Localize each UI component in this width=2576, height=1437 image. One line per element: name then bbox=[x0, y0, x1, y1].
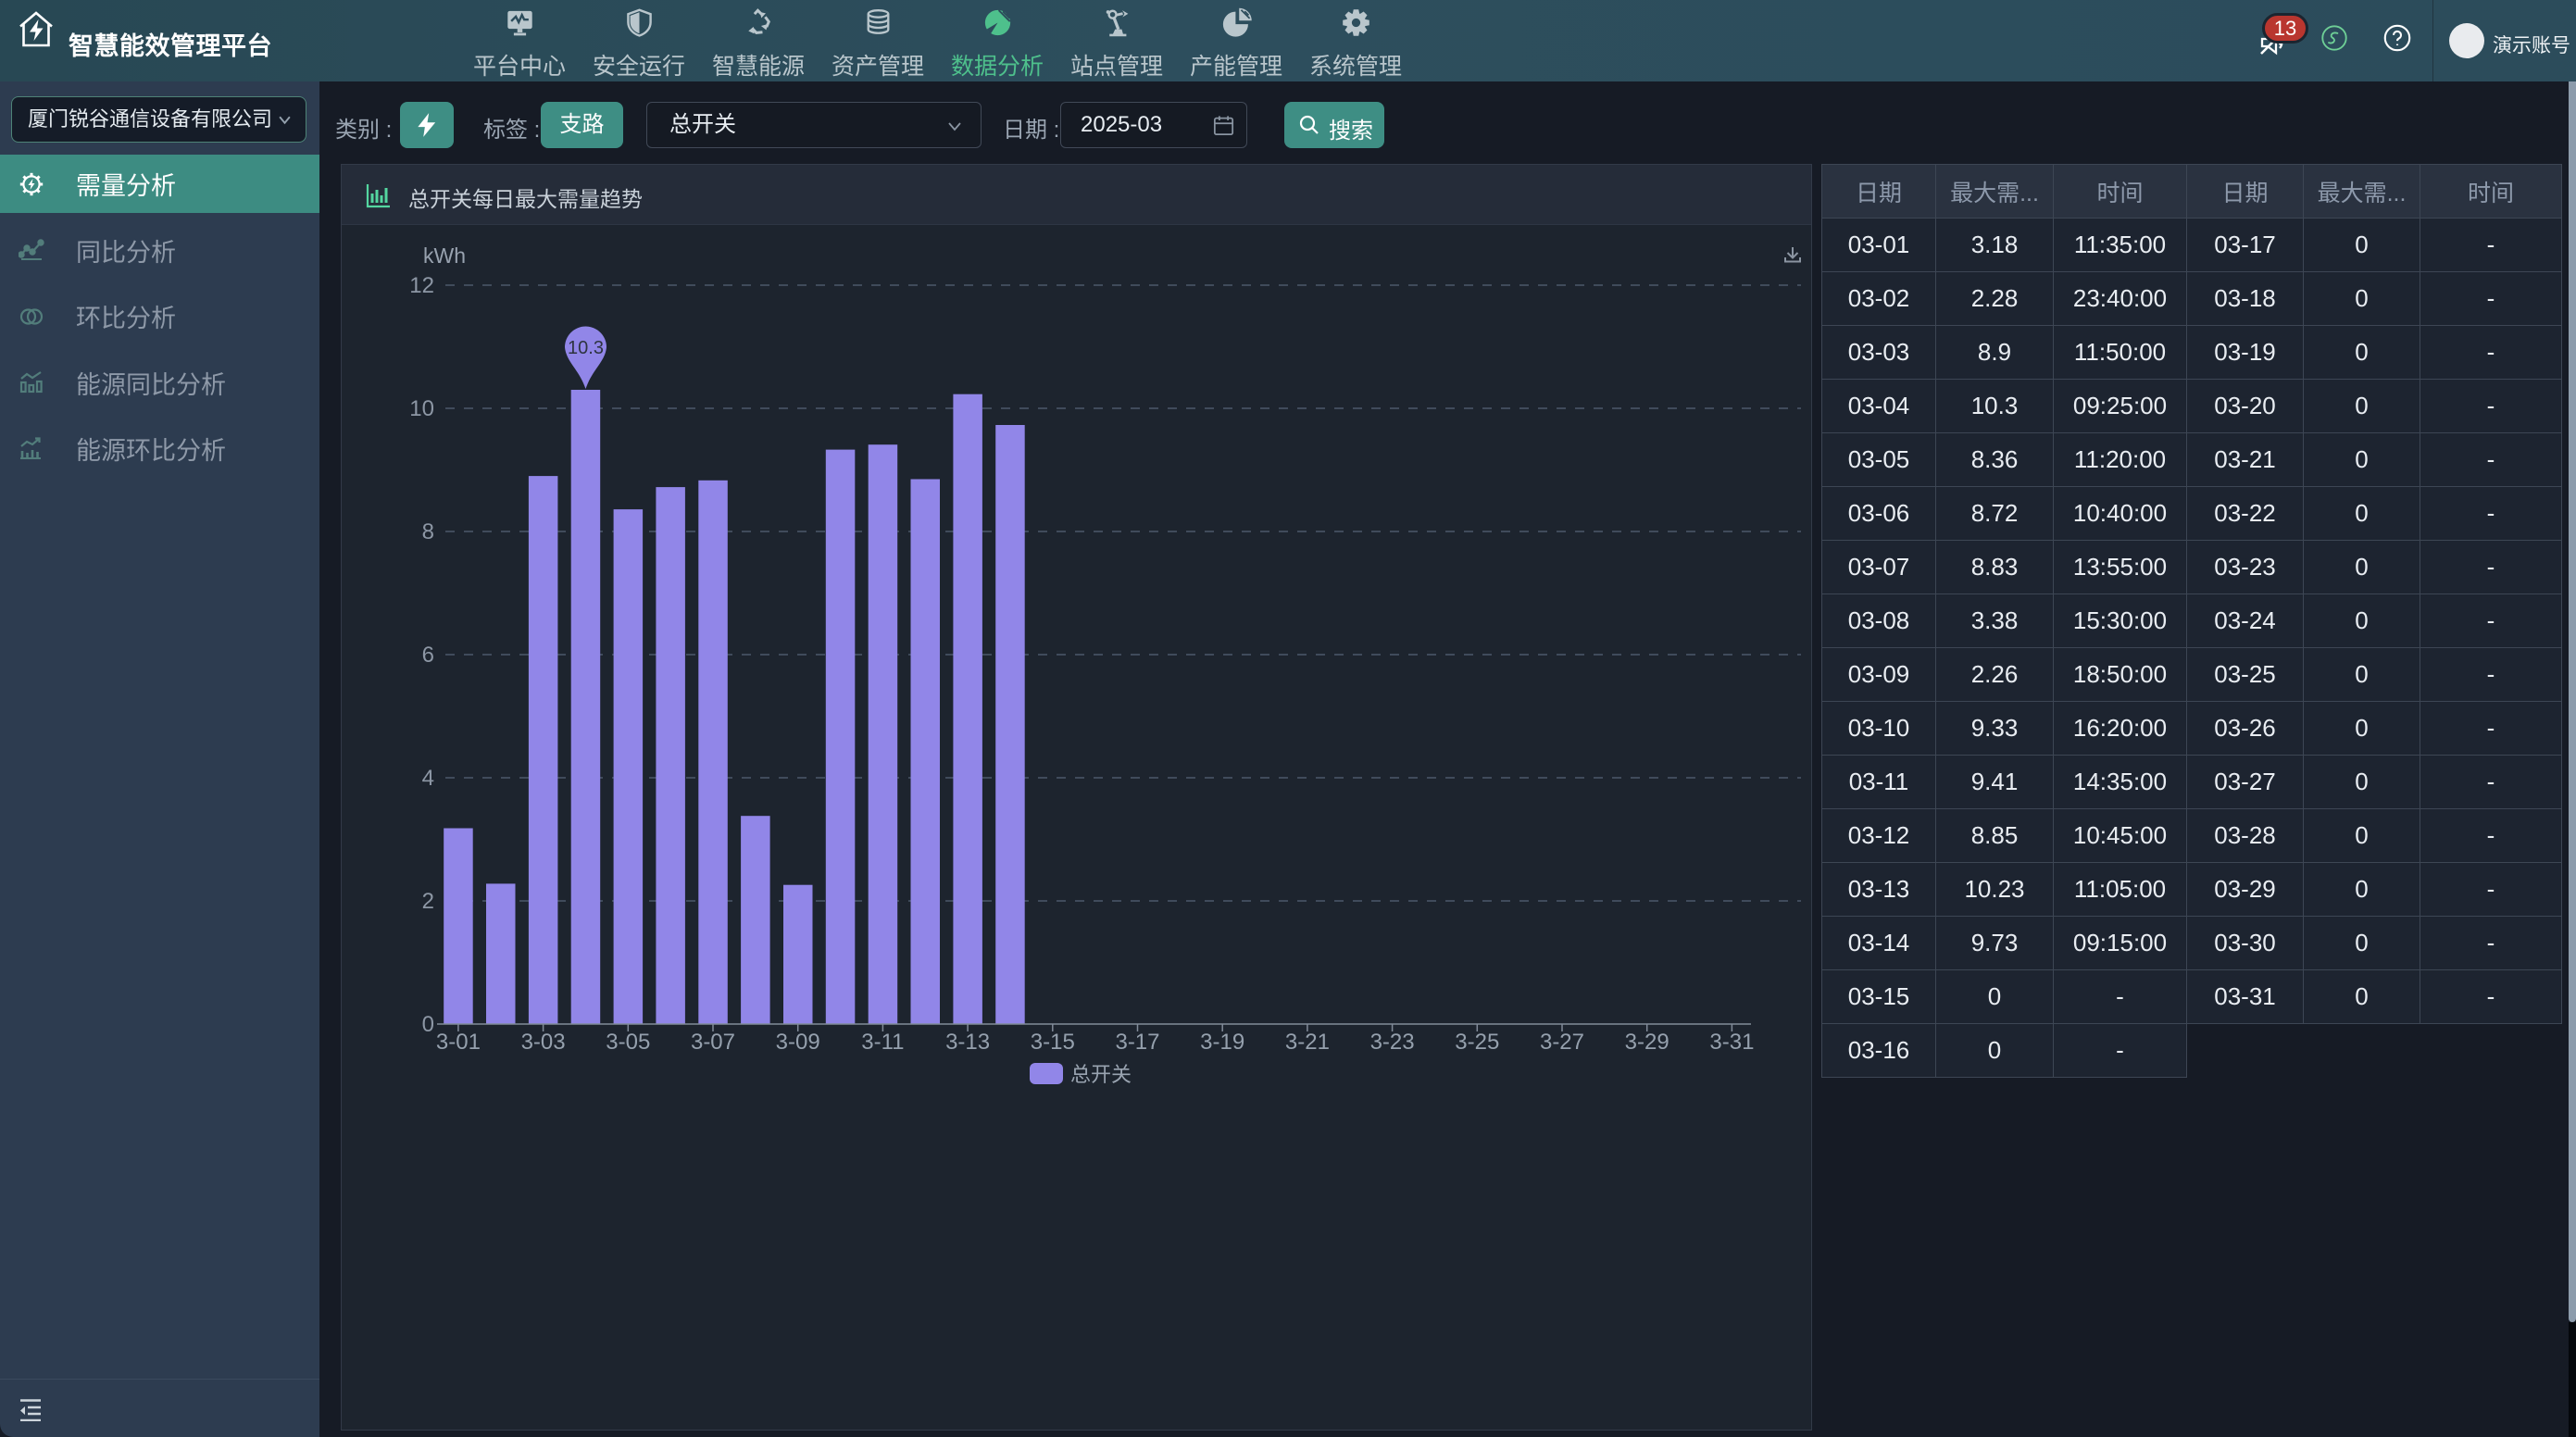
svg-text:3-23: 3-23 bbox=[1370, 1030, 1415, 1055]
svg-text:3-01: 3-01 bbox=[436, 1030, 481, 1055]
svg-text:10: 10 bbox=[409, 396, 434, 421]
svg-text:3-17: 3-17 bbox=[1115, 1030, 1159, 1055]
svg-text:12: 12 bbox=[409, 273, 434, 298]
svg-text:10.3: 10.3 bbox=[568, 338, 604, 358]
svg-text:3-25: 3-25 bbox=[1455, 1030, 1499, 1055]
svg-text:3-09: 3-09 bbox=[776, 1030, 820, 1055]
svg-text:3-05: 3-05 bbox=[606, 1030, 650, 1055]
svg-text:3-31: 3-31 bbox=[1709, 1030, 1754, 1055]
svg-text:2: 2 bbox=[422, 889, 434, 914]
svg-text:3-27: 3-27 bbox=[1540, 1030, 1584, 1055]
svg-text:6: 6 bbox=[422, 643, 434, 668]
svg-text:4: 4 bbox=[422, 766, 434, 791]
svg-text:kWh: kWh bbox=[423, 244, 466, 268]
svg-text:3-11: 3-11 bbox=[861, 1030, 904, 1055]
svg-text:总开关: 总开关 bbox=[1070, 1063, 1132, 1086]
svg-text:3-13: 3-13 bbox=[945, 1030, 990, 1055]
svg-text:3-29: 3-29 bbox=[1625, 1030, 1669, 1055]
svg-text:8: 8 bbox=[422, 519, 434, 544]
svg-text:0: 0 bbox=[422, 1012, 434, 1037]
svg-text:3-19: 3-19 bbox=[1200, 1030, 1244, 1055]
svg-text:3-07: 3-07 bbox=[691, 1030, 735, 1055]
svg-text:3-15: 3-15 bbox=[1031, 1030, 1075, 1055]
svg-text:3-21: 3-21 bbox=[1285, 1030, 1330, 1055]
svg-text:3-03: 3-03 bbox=[521, 1030, 566, 1055]
